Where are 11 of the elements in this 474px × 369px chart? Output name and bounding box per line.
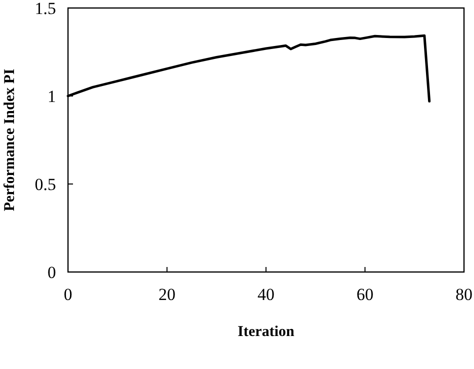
x-tick-label: 0 xyxy=(64,285,72,304)
x-tick-label: 80 xyxy=(456,285,472,304)
x-tick-label: 20 xyxy=(158,285,176,304)
y-tick-label: 1 xyxy=(48,86,56,106)
x-tick-label: 60 xyxy=(356,285,374,304)
y-tick-label: 0 xyxy=(48,262,56,282)
x-tick-label: 40 xyxy=(258,285,274,304)
y-axis-title: Performance Index PI xyxy=(2,68,18,212)
y-tick-label: 1.5 xyxy=(34,0,56,18)
x-axis-title: Iteration xyxy=(238,324,295,340)
y-tick-label: 0.5 xyxy=(34,174,56,194)
